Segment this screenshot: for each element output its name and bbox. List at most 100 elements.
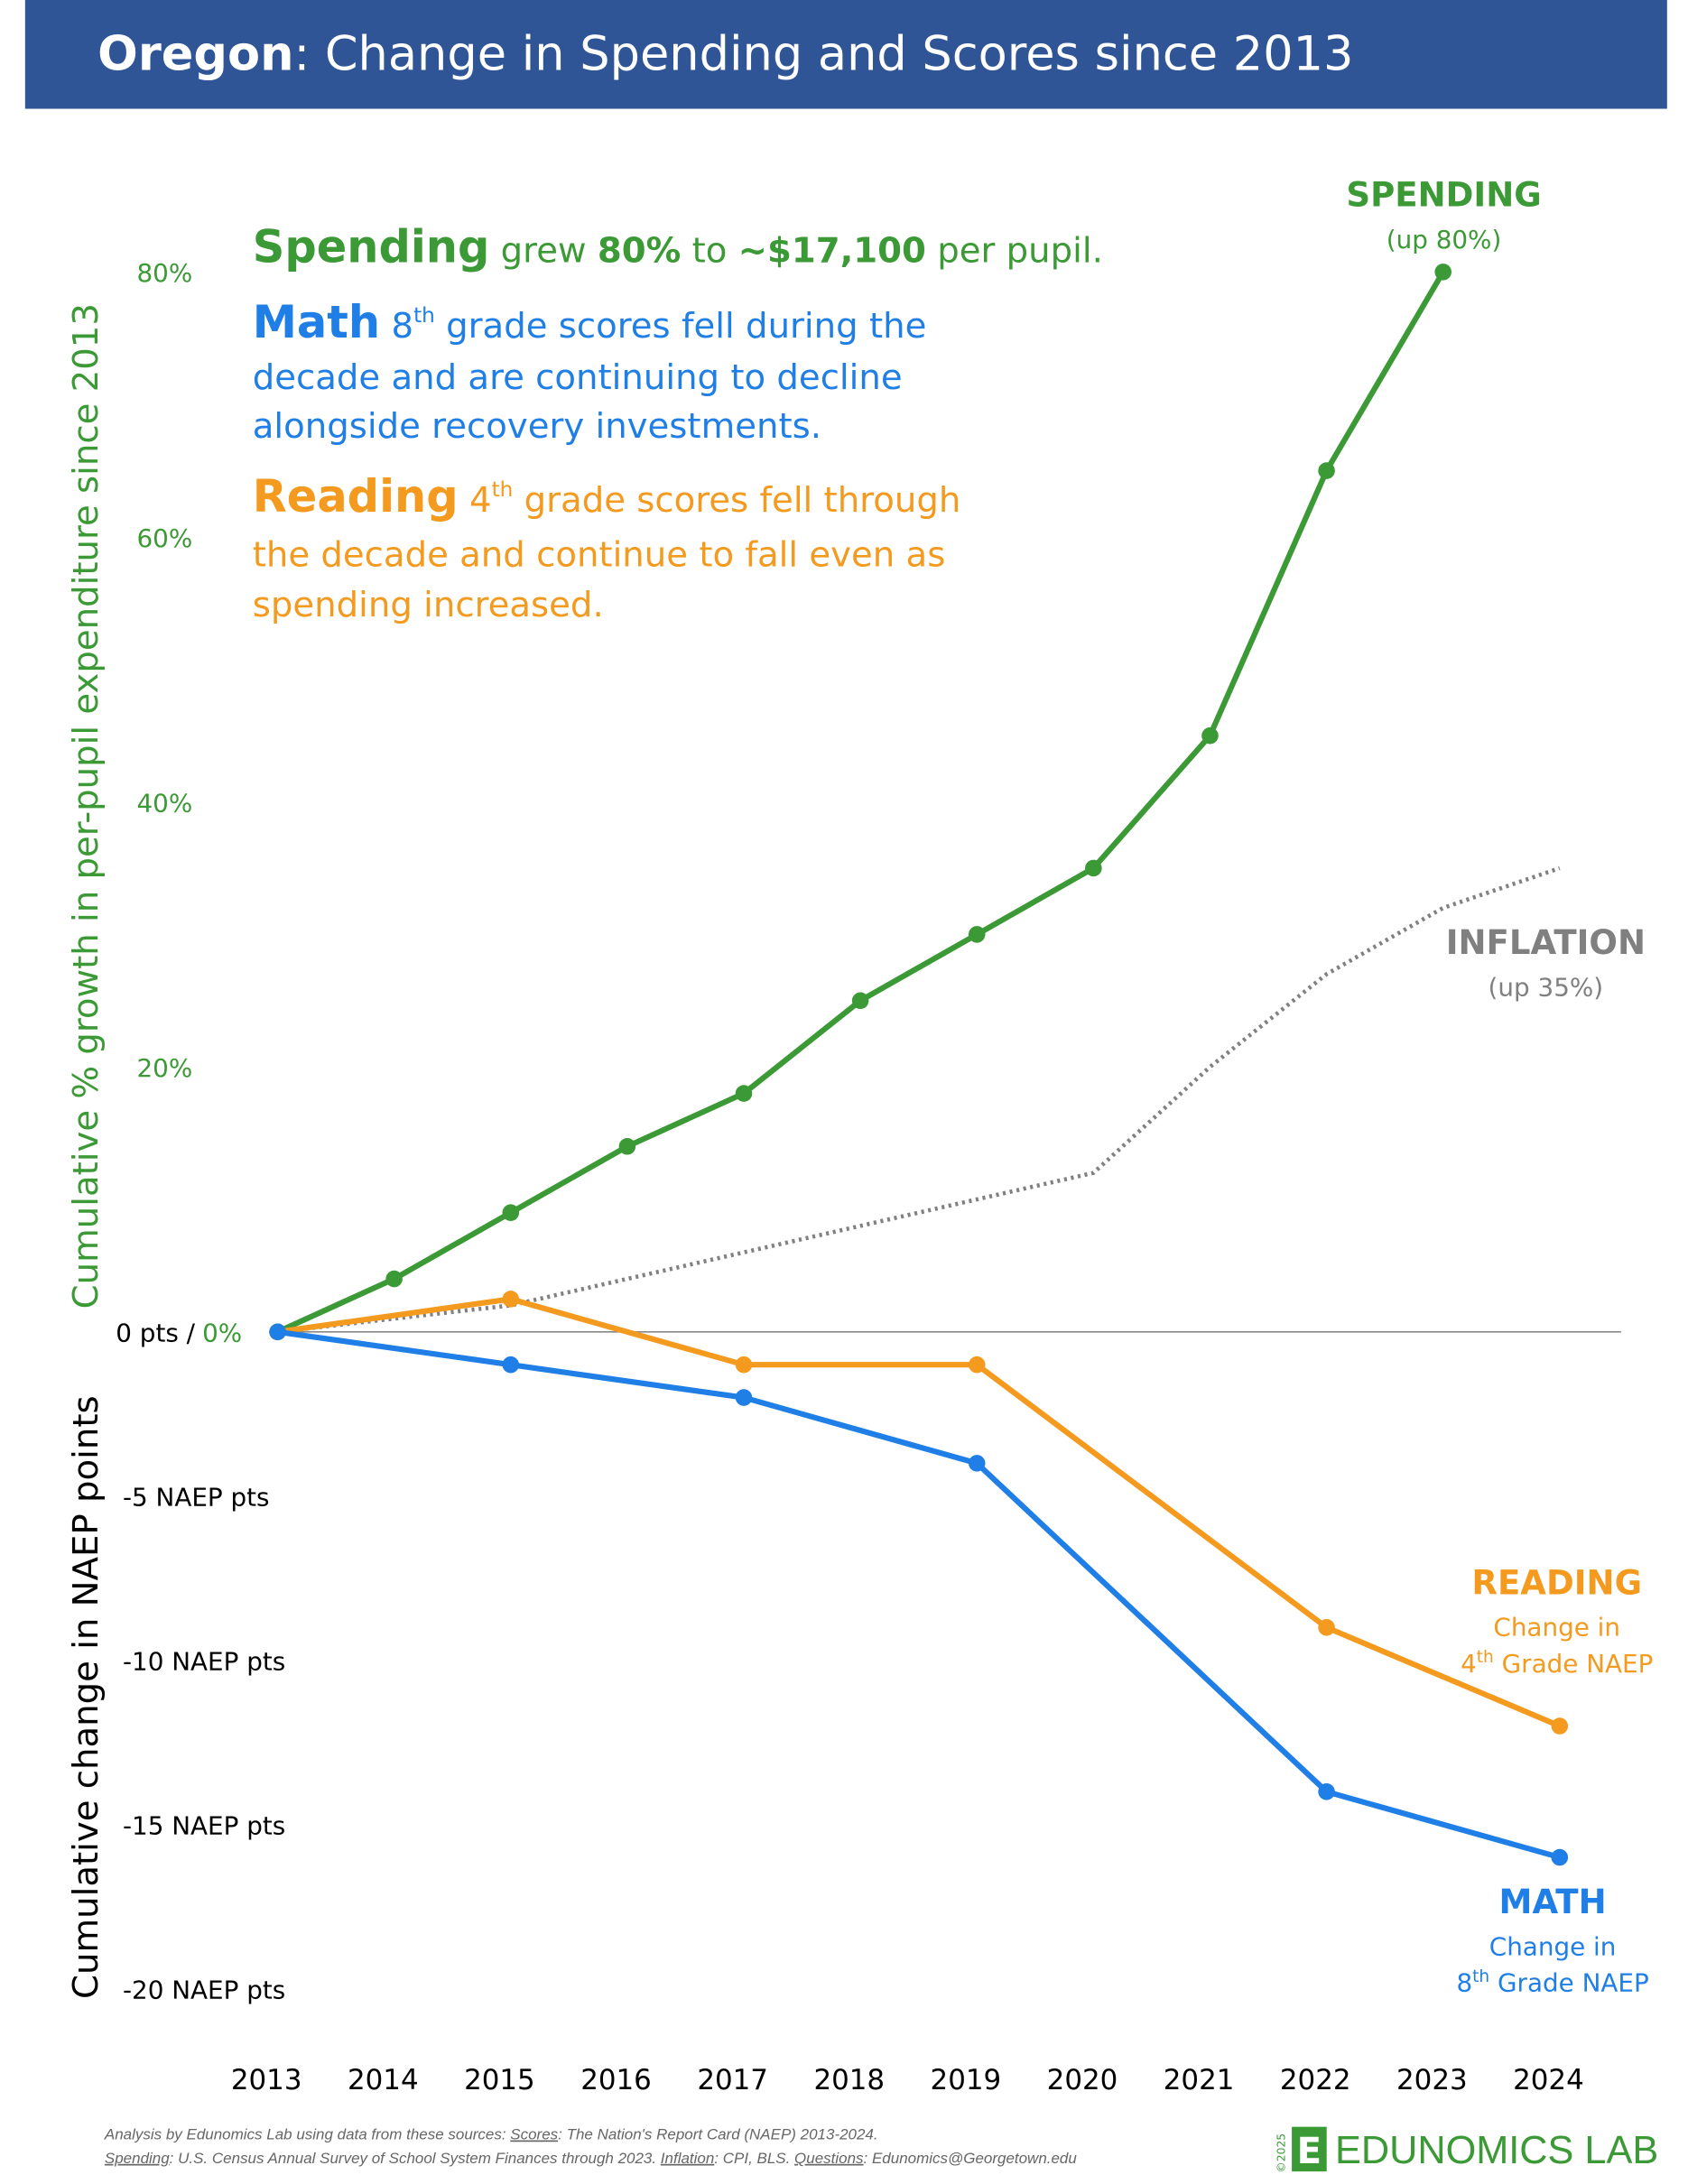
series-note: 4th Grade NAEP xyxy=(1461,1648,1653,1679)
footer-line: Spending: U.S. Census Annual Survey of S… xyxy=(105,2150,1077,2167)
note-sup: th xyxy=(1472,1967,1489,1986)
x-tick-label: 2020 xyxy=(1047,2064,1118,2096)
note-sup: th xyxy=(492,477,514,502)
note-line: Spending grew 80% to ~$17,100 per pupil. xyxy=(253,221,1103,273)
note-line: spending increased. xyxy=(253,585,604,625)
footer-text: : CPI, BLS. xyxy=(714,2150,794,2167)
logo-name: EDUNOMICS LAB xyxy=(1335,2129,1658,2172)
series-marker xyxy=(502,1204,520,1221)
series-marker xyxy=(618,1137,636,1155)
logo-box xyxy=(1292,2126,1327,2172)
y-tick-label: 60% xyxy=(136,523,192,553)
series-marker xyxy=(502,1291,520,1308)
logo-letter: E xyxy=(1297,2131,1322,2172)
footer-text: : The Nation's Report Card (NAEP) 2013-2… xyxy=(558,2126,877,2143)
series-marker xyxy=(735,1085,753,1102)
note-text: 8 xyxy=(391,306,413,347)
note-text: to xyxy=(681,231,737,272)
x-tick-label: 2019 xyxy=(931,2064,1002,2096)
series-line xyxy=(277,865,1561,1335)
y2-axis-label: Cumulative change in NAEP points xyxy=(66,1395,107,1999)
logo: ©2025 E EDUNOMICS LAB xyxy=(1275,2126,1658,2173)
title-text: : Change in Spending and Scores since 20… xyxy=(293,26,1353,81)
logo-copyright: ©2025 xyxy=(1275,2133,1287,2173)
series-line xyxy=(277,1296,1562,1729)
series-note: (up 35%) xyxy=(1489,972,1604,1002)
x-tick-label: 2023 xyxy=(1396,2064,1468,2096)
series-marker xyxy=(385,1270,403,1288)
footer-line: Analysis by Edunomics Lab using data fro… xyxy=(104,2126,878,2143)
title-state: Oregon xyxy=(97,26,293,81)
note-sup: th xyxy=(413,303,435,328)
y2-tick-label: 0 pts / xyxy=(116,1319,195,1348)
series-marker xyxy=(851,992,869,1010)
series-name: READING xyxy=(1471,1563,1642,1602)
series-marker xyxy=(1434,264,1451,281)
series-note: Change in xyxy=(1489,1932,1617,1962)
note-text: per pupil. xyxy=(926,231,1103,272)
series-marker xyxy=(968,926,986,943)
chart-title: Oregon: Change in Spending and Scores si… xyxy=(97,26,1353,81)
series-marker xyxy=(1318,462,1335,479)
note-bold: ~$17,100 xyxy=(738,231,926,272)
series-line xyxy=(277,1328,1561,1861)
note-line: decade and are continuing to decline xyxy=(253,357,903,398)
footer-text: : U.S. Census Annual Survey of School Sy… xyxy=(170,2150,661,2167)
series-note: 8th Grade NAEP xyxy=(1456,1967,1648,1998)
note-text: grade scores fell through xyxy=(513,480,960,521)
footer: Analysis by Edunomics Lab using data fro… xyxy=(104,2126,1077,2167)
series-marker xyxy=(1085,859,1102,877)
note-text: Grade NAEP xyxy=(1489,1968,1649,1998)
series-marker xyxy=(1551,1848,1569,1866)
note-line: alongside recovery investments. xyxy=(253,406,821,447)
y-tick-label: 0% xyxy=(202,1319,242,1348)
y-tick-label: 20% xyxy=(136,1053,192,1083)
reading-note: Reading 4th grade scores fell through the… xyxy=(253,470,961,625)
series-marker xyxy=(502,1356,520,1374)
note-text: grade scores fell during the xyxy=(435,306,926,347)
note-text: 4 xyxy=(469,480,492,521)
y2-tick-label: -20 NAEP pts xyxy=(123,1975,285,2004)
math-note: Math 8th grade scores fell during the dec… xyxy=(253,296,927,447)
y2-tick-label: -5 NAEP pts xyxy=(123,1483,270,1513)
footer-text: Scores xyxy=(510,2126,558,2143)
series-name: INFLATION xyxy=(1446,923,1646,962)
y-tick-label: 80% xyxy=(136,258,192,288)
x-tick-label: 2017 xyxy=(697,2064,768,2096)
series-note: (up 80%) xyxy=(1387,225,1502,254)
y-tick-label: 40% xyxy=(136,788,192,818)
series-marker xyxy=(1318,1619,1335,1636)
x-tick-label: 2024 xyxy=(1513,2064,1584,2096)
y2-tick-label: -15 NAEP pts xyxy=(123,1811,285,1841)
footer-text: Spending xyxy=(105,2150,170,2167)
note-line: the decade and continue to fall even as xyxy=(253,534,946,575)
series-name: SPENDING xyxy=(1346,176,1541,215)
series-marker xyxy=(269,1323,286,1341)
series-name: MATH xyxy=(1499,1883,1607,1921)
series-marker xyxy=(1201,726,1219,745)
series-marker xyxy=(1318,1783,1335,1800)
x-tick-label: 2018 xyxy=(813,2064,885,2096)
note-sup: th xyxy=(1477,1648,1494,1667)
note-line: Math 8th grade scores fell during the xyxy=(253,296,927,348)
x-tick-label: 2021 xyxy=(1164,2064,1235,2096)
header-bar xyxy=(24,0,1667,109)
note-head: Spending xyxy=(253,221,490,273)
note-text: 4 xyxy=(1461,1649,1477,1679)
x-tick-label: 2016 xyxy=(580,2064,652,2096)
series-marker xyxy=(968,1455,986,1472)
footer-text: Inflation xyxy=(661,2150,715,2167)
series-note: Change in xyxy=(1493,1613,1620,1643)
note-head: Reading xyxy=(253,470,459,523)
series-marker xyxy=(968,1356,986,1374)
note-text: 8 xyxy=(1456,1968,1472,1998)
y2-tick-label: -10 NAEP pts xyxy=(123,1647,285,1677)
note-line: Reading 4th grade scores fell through xyxy=(253,470,961,523)
x-tick-label: 2014 xyxy=(348,2064,419,2096)
spending-note: Spending grew 80% to ~$17,100 per pupil. xyxy=(253,221,1103,273)
series-marker xyxy=(1551,1717,1569,1735)
note-text: grew xyxy=(489,231,597,272)
footer-text: Questions xyxy=(794,2150,864,2167)
note-head: Math xyxy=(253,296,380,348)
